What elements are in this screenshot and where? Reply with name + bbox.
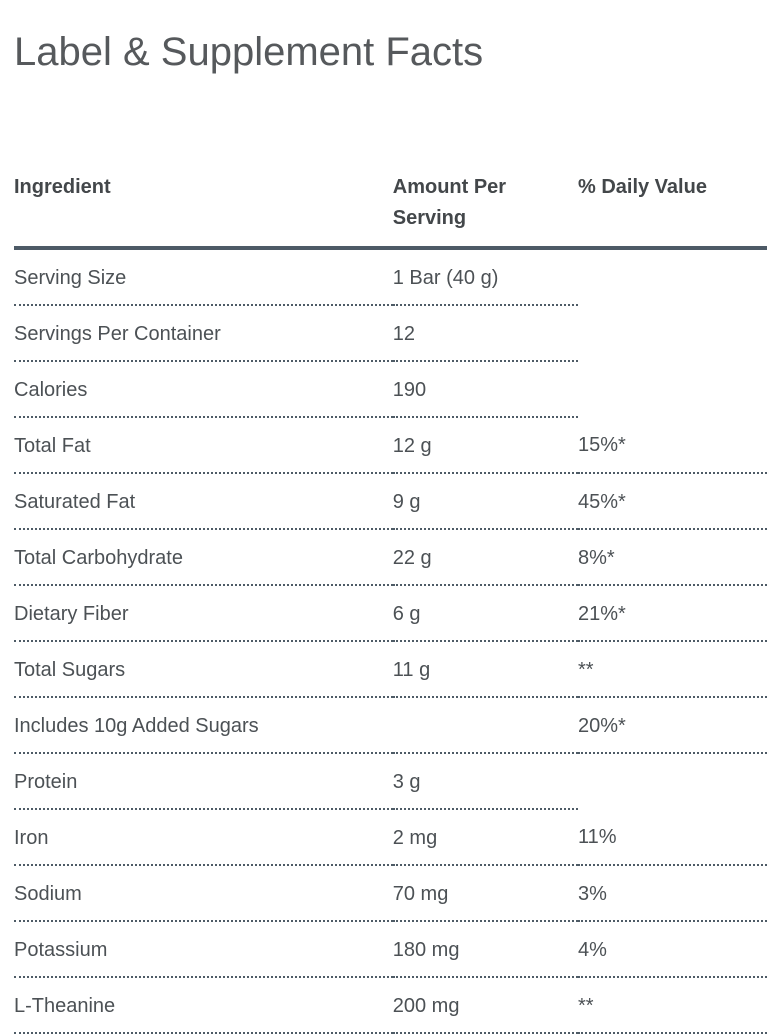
amount-cell: 190 (392, 361, 578, 418)
table-row: Total Carbohydrate 22 g 8%* (14, 529, 767, 586)
table-row: Includes 10g Added Sugars 20%* (14, 697, 767, 754)
ingredient-cell: Includes 10g Added Sugars (14, 697, 393, 754)
amount-cell: 12 (392, 305, 578, 362)
daily-value-cell: ** (577, 641, 767, 698)
ingredient-cell: Total Sugars (14, 641, 393, 698)
amount-cell: 6 g (392, 585, 578, 642)
daily-value-cell (578, 361, 767, 417)
daily-value-cell: 20%* (577, 697, 767, 754)
ingredient-cell: Saturated Fat (14, 473, 393, 530)
table-header-row: Ingredient Amount Per Serving % Daily Va… (14, 172, 767, 250)
label-supplement-facts-section: Label & Supplement Facts Ingredient Amou… (0, 28, 774, 1034)
amount-cell: 2 mg (392, 809, 578, 866)
table-row: Saturated Fat 9 g 45%* (14, 473, 767, 530)
table-row: Protein 3 g (14, 753, 767, 810)
column-header-ingredient: Ingredient (14, 172, 393, 250)
amount-cell: 22 g (392, 529, 578, 586)
amount-cell: 9 g (392, 473, 578, 530)
column-header-daily-value: % Daily Value (577, 172, 767, 250)
table-row: Servings Per Container 12 (14, 305, 767, 362)
daily-value-cell: ** (577, 977, 767, 1034)
daily-value-cell (578, 753, 767, 809)
daily-value-cell: 3% (577, 865, 767, 922)
ingredient-cell: Sodium (14, 865, 393, 922)
daily-value-cell: 8%* (577, 529, 767, 586)
amount-cell: 1 Bar (40 g) (392, 248, 578, 306)
amount-cell: 200 mg (392, 977, 578, 1034)
table-row: Serving Size 1 Bar (40 g) (14, 248, 767, 306)
table-row: Iron 2 mg 11% (14, 809, 767, 866)
daily-value-cell (578, 305, 767, 361)
daily-value-cell: 4% (577, 921, 767, 978)
amount-cell: 180 mg (392, 921, 578, 978)
table-row: L-Theanine 200 mg ** (14, 977, 767, 1034)
daily-value-cell: 11% (577, 809, 767, 866)
amount-cell: 70 mg (392, 865, 578, 922)
ingredient-cell: Total Fat (14, 417, 393, 474)
ingredient-cell: Dietary Fiber (14, 585, 393, 642)
table-row: Calories 190 (14, 361, 767, 418)
amount-cell: 11 g (392, 641, 578, 698)
amount-cell: 3 g (392, 753, 578, 810)
supplement-facts-table: Ingredient Amount Per Serving % Daily Va… (14, 172, 767, 1034)
ingredient-cell: L-Theanine (14, 977, 393, 1034)
daily-value-cell: 45%* (577, 473, 767, 530)
daily-value-cell: 15%* (577, 417, 767, 474)
ingredient-cell: Servings Per Container (14, 305, 393, 362)
table-row: Sodium 70 mg 3% (14, 865, 767, 922)
ingredient-cell: Protein (14, 753, 393, 810)
ingredient-cell: Serving Size (14, 248, 393, 306)
table-row: Total Sugars 11 g ** (14, 641, 767, 698)
facts-table-body: Serving Size 1 Bar (40 g) Servings Per C… (14, 248, 767, 1034)
amount-cell: 12 g (392, 417, 578, 474)
amount-cell (392, 697, 578, 754)
ingredient-cell: Potassium (14, 921, 393, 978)
table-row: Dietary Fiber 6 g 21%* (14, 585, 767, 642)
ingredient-cell: Calories (14, 361, 393, 418)
page-title: Label & Supplement Facts (14, 30, 484, 74)
daily-value-cell: 21%* (577, 585, 767, 642)
ingredient-cell: Total Carbohydrate (14, 529, 393, 586)
daily-value-cell (578, 248, 767, 305)
table-row: Total Fat 12 g 15%* (14, 417, 767, 474)
table-row: Potassium 180 mg 4% (14, 921, 767, 978)
column-header-amount-per-serving: Amount Per Serving (392, 172, 578, 250)
ingredient-cell: Iron (14, 809, 393, 866)
